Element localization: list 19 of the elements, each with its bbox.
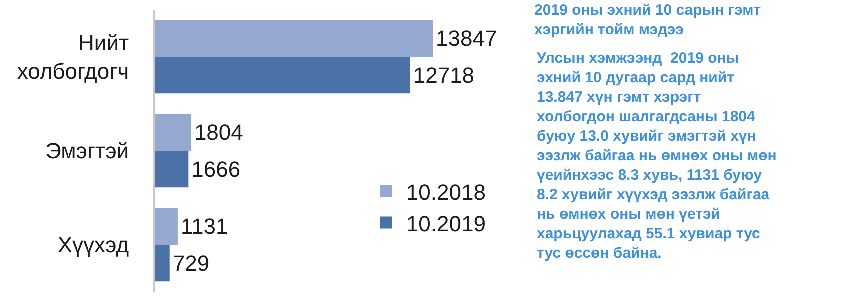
data-label: 1131	[180, 214, 228, 240]
y-tick-label: Нийт холбогдогч	[17, 30, 130, 84]
bar	[155, 57, 410, 94]
data-label: 1804	[194, 120, 244, 146]
data-label: 13847	[436, 26, 498, 52]
data-label: 12718	[413, 62, 475, 88]
bar	[155, 245, 170, 282]
legend-label: 10.2019	[406, 211, 486, 236]
bar	[155, 20, 434, 57]
text: Улсын хэмжээнд 2019 оны эхний 10 дугаар сард нийт 13.847 хүн гэмт хэрэгт холбогдон шалгагдсаны 1804 буюу 13.0 хувийг эмэгтэй хүн ээзлж байгаа нь өмнөх оны мөн үеийнхээс 8.3 хувь, 1131 буюу 8.2 хувийг хүүхэд ээзлж байгаа нь өмнөх оны мөн үетэй харьцуулахад 55.1 хувиар тус тус өссөн байна.	[537, 50, 777, 262]
data-label: 729	[172, 250, 210, 276]
legend-label: 10.2018	[406, 180, 486, 205]
data-label: 1666	[192, 156, 241, 182]
bar	[155, 208, 178, 245]
y-tick-label: Хүүхэд	[58, 232, 130, 258]
y-tick-label: Эмэгтэй	[46, 138, 130, 164]
bar	[155, 151, 189, 188]
text: 2019 оны эхний 10 сарын гэмт хэргийн тойм мэдээ	[534, 2, 762, 39]
bar	[155, 114, 192, 151]
